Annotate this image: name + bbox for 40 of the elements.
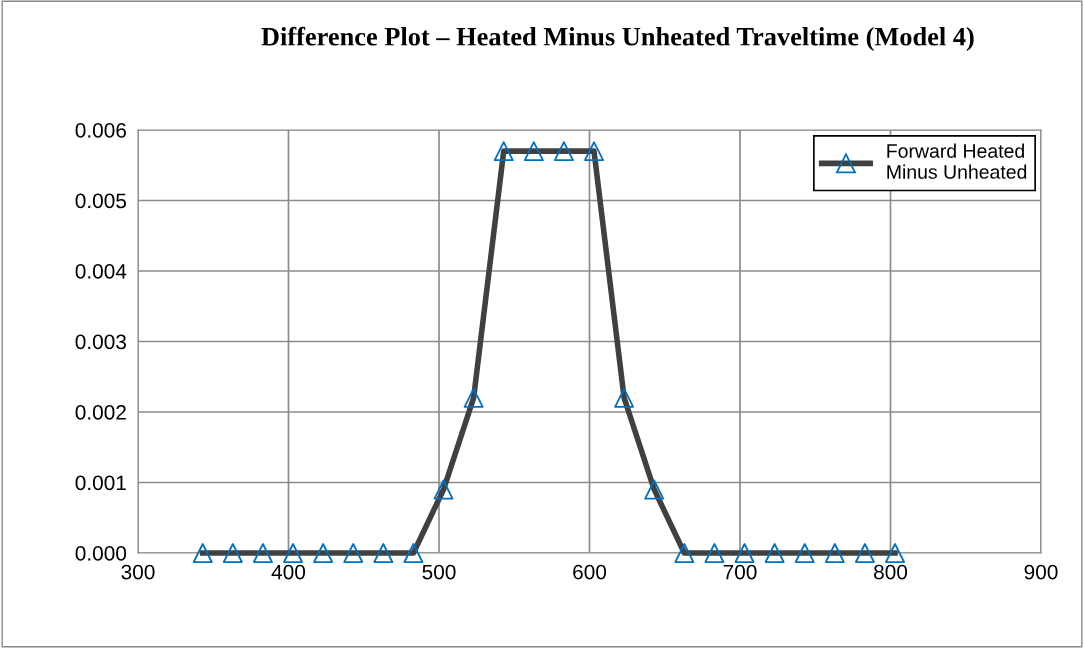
y-tick-label: 0.002 [75, 405, 126, 420]
x-tick-label: 600 [573, 564, 607, 580]
point [614, 387, 635, 408]
y-tick-label: 0.001 [75, 475, 126, 491]
point [674, 543, 695, 563]
y-tick-label: 0.005 [75, 193, 127, 209]
point [222, 543, 243, 563]
point [373, 543, 394, 563]
point [824, 543, 845, 563]
point [794, 543, 815, 563]
point [192, 543, 213, 563]
point [764, 543, 785, 563]
point [463, 387, 484, 408]
point [403, 543, 424, 563]
point [885, 543, 905, 563]
x-tick-label: 900 [1024, 564, 1058, 580]
point [252, 543, 273, 563]
point [523, 141, 544, 162]
y-tick-label: 0.006 [75, 123, 126, 138]
point [584, 141, 604, 162]
y-tick-label: 0.003 [75, 334, 126, 350]
point [433, 479, 454, 500]
legend-label: Forward Heated Minus Unheated [887, 143, 1027, 179]
x-tick-label: 300 [121, 564, 155, 580]
x-tick-label: 500 [422, 564, 456, 580]
point [493, 141, 514, 162]
x-tick-label: 800 [874, 564, 908, 580]
point [343, 543, 364, 563]
point [283, 543, 303, 563]
point [734, 543, 755, 563]
point [854, 543, 875, 563]
y-tick-label: 0.004 [75, 264, 127, 279]
point [644, 479, 665, 500]
x-tick-label: 400 [271, 564, 306, 580]
chart-title: Difference Plot – Heated Minus Unheated Traveltime (Model 4) [261, 26, 974, 51]
x-tick-label: 700 [723, 564, 757, 580]
point [704, 543, 725, 563]
point [553, 141, 574, 162]
y-tick-label: 0.000 [75, 546, 127, 561]
point [313, 543, 334, 563]
